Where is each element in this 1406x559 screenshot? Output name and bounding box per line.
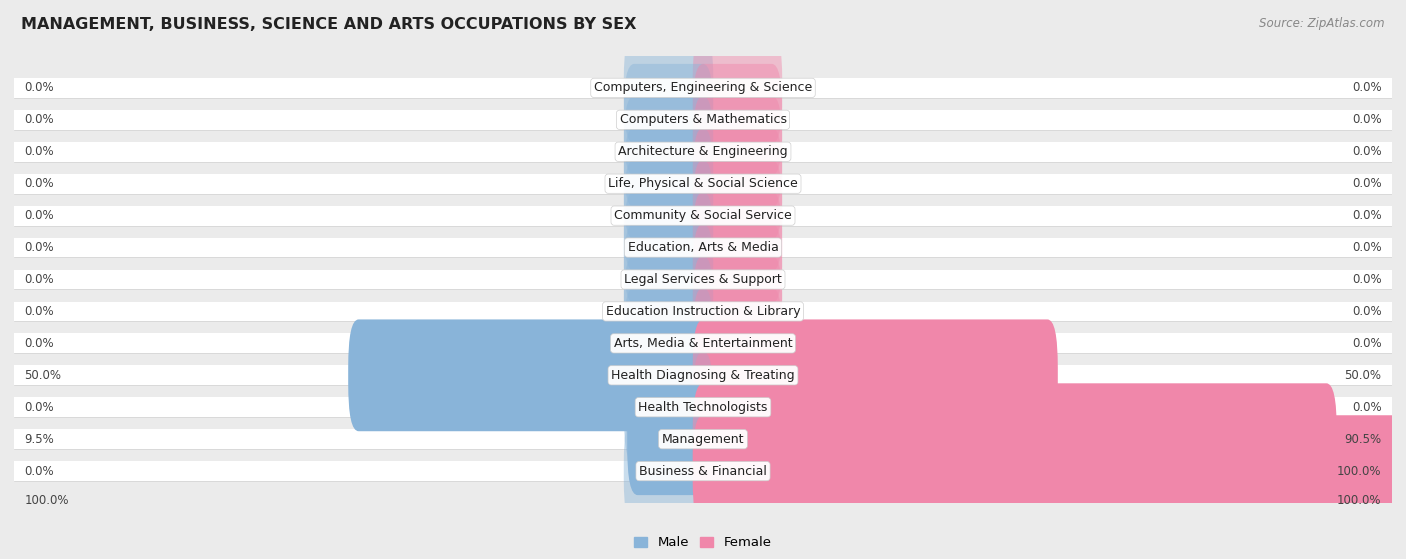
Text: 0.0%: 0.0% xyxy=(24,145,53,158)
FancyBboxPatch shape xyxy=(693,224,782,335)
Text: Computers & Mathematics: Computers & Mathematics xyxy=(620,113,786,126)
FancyBboxPatch shape xyxy=(14,110,1392,130)
Text: 0.0%: 0.0% xyxy=(24,337,53,350)
FancyBboxPatch shape xyxy=(624,192,713,304)
Text: Computers, Engineering & Science: Computers, Engineering & Science xyxy=(593,82,813,94)
FancyBboxPatch shape xyxy=(693,160,782,272)
Text: Source: ZipAtlas.com: Source: ZipAtlas.com xyxy=(1260,17,1385,30)
FancyBboxPatch shape xyxy=(14,238,1392,258)
Text: 100.0%: 100.0% xyxy=(1337,494,1382,506)
FancyBboxPatch shape xyxy=(14,269,1392,290)
FancyBboxPatch shape xyxy=(14,301,1392,321)
FancyBboxPatch shape xyxy=(14,142,1392,162)
FancyBboxPatch shape xyxy=(624,64,713,176)
Text: Health Technologists: Health Technologists xyxy=(638,401,768,414)
FancyBboxPatch shape xyxy=(693,32,782,144)
Text: 0.0%: 0.0% xyxy=(1353,209,1382,222)
FancyBboxPatch shape xyxy=(14,461,1392,481)
Text: 0.0%: 0.0% xyxy=(1353,305,1382,318)
Text: 0.0%: 0.0% xyxy=(24,113,53,126)
Text: Health Diagnosing & Treating: Health Diagnosing & Treating xyxy=(612,369,794,382)
FancyBboxPatch shape xyxy=(624,128,713,240)
Text: 0.0%: 0.0% xyxy=(24,177,53,190)
Text: 0.0%: 0.0% xyxy=(1353,241,1382,254)
FancyBboxPatch shape xyxy=(14,429,1392,449)
FancyBboxPatch shape xyxy=(624,32,713,144)
FancyBboxPatch shape xyxy=(624,224,713,335)
FancyBboxPatch shape xyxy=(693,192,782,304)
Text: 0.0%: 0.0% xyxy=(24,273,53,286)
FancyBboxPatch shape xyxy=(624,255,713,367)
FancyBboxPatch shape xyxy=(624,415,713,527)
Text: 90.5%: 90.5% xyxy=(1344,433,1382,446)
FancyBboxPatch shape xyxy=(693,64,782,176)
Text: Architecture & Engineering: Architecture & Engineering xyxy=(619,145,787,158)
FancyBboxPatch shape xyxy=(693,287,782,399)
Text: Education Instruction & Library: Education Instruction & Library xyxy=(606,305,800,318)
Text: 0.0%: 0.0% xyxy=(24,241,53,254)
Text: 0.0%: 0.0% xyxy=(1353,273,1382,286)
Legend: Male, Female: Male, Female xyxy=(628,531,778,555)
Text: 0.0%: 0.0% xyxy=(1353,337,1382,350)
FancyBboxPatch shape xyxy=(693,128,782,240)
Text: 50.0%: 50.0% xyxy=(24,369,62,382)
Text: 0.0%: 0.0% xyxy=(1353,401,1382,414)
Text: Community & Social Service: Community & Social Service xyxy=(614,209,792,222)
Text: 0.0%: 0.0% xyxy=(1353,82,1382,94)
FancyBboxPatch shape xyxy=(14,206,1392,225)
Text: 0.0%: 0.0% xyxy=(24,82,53,94)
FancyBboxPatch shape xyxy=(693,352,782,463)
Text: 0.0%: 0.0% xyxy=(1353,113,1382,126)
Text: 0.0%: 0.0% xyxy=(1353,145,1382,158)
Text: 9.5%: 9.5% xyxy=(24,433,55,446)
FancyBboxPatch shape xyxy=(693,96,782,207)
FancyBboxPatch shape xyxy=(14,397,1392,417)
Text: 0.0%: 0.0% xyxy=(24,305,53,318)
FancyBboxPatch shape xyxy=(624,160,713,272)
Text: 0.0%: 0.0% xyxy=(24,465,53,477)
FancyBboxPatch shape xyxy=(624,352,713,463)
FancyBboxPatch shape xyxy=(624,287,713,399)
Text: 0.0%: 0.0% xyxy=(24,209,53,222)
FancyBboxPatch shape xyxy=(14,334,1392,353)
FancyBboxPatch shape xyxy=(14,174,1392,193)
Text: 0.0%: 0.0% xyxy=(1353,177,1382,190)
Text: Arts, Media & Entertainment: Arts, Media & Entertainment xyxy=(613,337,793,350)
Text: 50.0%: 50.0% xyxy=(1344,369,1382,382)
Text: Life, Physical & Social Science: Life, Physical & Social Science xyxy=(609,177,797,190)
FancyBboxPatch shape xyxy=(627,383,713,495)
Text: MANAGEMENT, BUSINESS, SCIENCE AND ARTS OCCUPATIONS BY SEX: MANAGEMENT, BUSINESS, SCIENCE AND ARTS O… xyxy=(21,17,637,32)
FancyBboxPatch shape xyxy=(14,78,1392,98)
Text: Management: Management xyxy=(662,433,744,446)
Text: 100.0%: 100.0% xyxy=(1337,465,1382,477)
FancyBboxPatch shape xyxy=(693,319,1057,431)
Text: 0.0%: 0.0% xyxy=(24,401,53,414)
Text: Education, Arts & Media: Education, Arts & Media xyxy=(627,241,779,254)
FancyBboxPatch shape xyxy=(624,96,713,207)
Text: Legal Services & Support: Legal Services & Support xyxy=(624,273,782,286)
FancyBboxPatch shape xyxy=(14,366,1392,385)
Text: Business & Financial: Business & Financial xyxy=(640,465,766,477)
FancyBboxPatch shape xyxy=(693,383,1337,495)
FancyBboxPatch shape xyxy=(349,319,713,431)
FancyBboxPatch shape xyxy=(693,415,1402,527)
FancyBboxPatch shape xyxy=(693,255,782,367)
Text: 100.0%: 100.0% xyxy=(24,494,69,506)
